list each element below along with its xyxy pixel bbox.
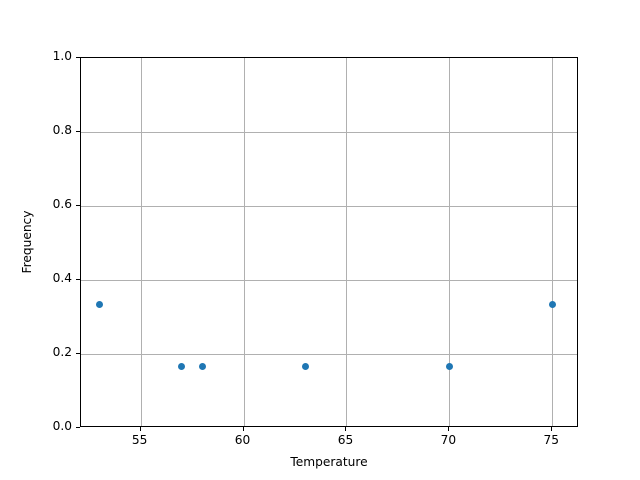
gridline-horizontal	[81, 354, 577, 355]
x-tick-label: 75	[543, 433, 559, 447]
x-tick-mark	[242, 427, 244, 431]
scatter-point	[301, 362, 309, 370]
y-tick-mark	[76, 205, 80, 206]
gridline-vertical	[243, 58, 245, 426]
y-tick-mark	[76, 353, 80, 354]
y-tick-label: 0.6	[52, 197, 72, 211]
y-tick-mark	[76, 279, 80, 280]
y-tick-mark	[76, 131, 80, 132]
gridline-horizontal	[81, 206, 577, 207]
scatter-point	[198, 362, 206, 370]
x-tick-mark	[448, 427, 450, 431]
y-tick-mark	[76, 57, 80, 58]
y-axis-label: Frequency	[20, 210, 34, 274]
x-tick-label: 65	[337, 433, 354, 447]
gridline-vertical	[140, 58, 142, 426]
y-tick-label: 0.0	[52, 419, 72, 433]
gridline-vertical	[552, 58, 554, 426]
gridline-vertical	[346, 58, 348, 426]
scatter-point	[96, 301, 104, 309]
y-tick-label: 0.8	[52, 123, 72, 137]
x-tick-mark	[139, 427, 141, 431]
scatter-point	[445, 362, 453, 370]
x-tick-label: 60	[234, 433, 251, 447]
x-tick-label: 70	[440, 433, 457, 447]
y-tick-label: 1.0	[52, 49, 72, 63]
x-tick-mark	[345, 427, 347, 431]
x-axis-label: Temperature	[290, 455, 368, 469]
y-tick-label: 0.2	[52, 345, 72, 359]
x-tick-mark	[551, 427, 553, 431]
y-tick-label: 0.4	[52, 271, 72, 285]
plot-axes-area	[80, 57, 578, 427]
gridline-horizontal	[81, 280, 577, 281]
scatter-point	[548, 301, 556, 309]
gridline-horizontal	[81, 132, 577, 133]
scatter-point	[178, 362, 186, 370]
y-tick-mark	[76, 427, 80, 428]
x-tick-label: 55	[131, 433, 148, 447]
gridline-vertical	[449, 58, 451, 426]
